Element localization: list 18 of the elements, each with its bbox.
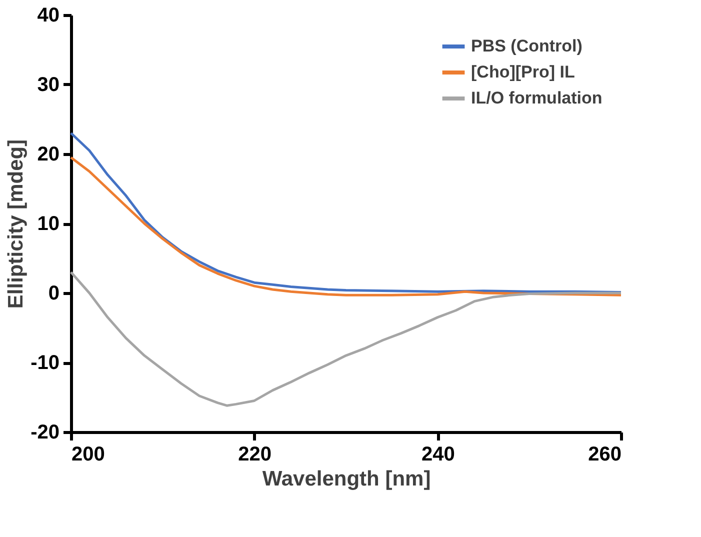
legend-label: [Cho][Pro] IL — [471, 62, 575, 82]
line-series — [70, 270, 622, 407]
legend-label: PBS (Control) — [471, 36, 582, 56]
y-axis-title: Ellipticity [mdeg] — [4, 139, 28, 309]
y-tick-label: -20 — [30, 422, 60, 444]
y-tick-label: 20 — [37, 144, 60, 166]
x-tick-label: 220 — [238, 444, 272, 466]
y-tick-label: 30 — [37, 74, 60, 96]
legend-label: IL/O formulation — [471, 88, 602, 108]
y-tick-label: 10 — [37, 213, 60, 235]
y-tick-label: -10 — [30, 352, 60, 374]
x-tick-label: 240 — [421, 444, 455, 466]
x-tick-label: 260 — [588, 444, 622, 466]
x-tick-label: 200 — [72, 444, 105, 466]
line-series — [70, 156, 622, 296]
y-tick-label: 40 — [37, 4, 60, 26]
x-axis-title: Wavelength [nm] — [262, 468, 431, 490]
y-tick-label: 0 — [48, 282, 60, 304]
